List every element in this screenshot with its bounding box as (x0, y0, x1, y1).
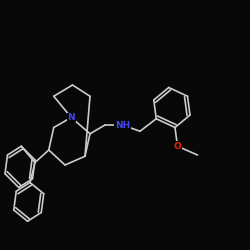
Text: NH: NH (115, 120, 130, 130)
Text: O: O (174, 142, 182, 151)
Text: N: N (68, 113, 75, 122)
